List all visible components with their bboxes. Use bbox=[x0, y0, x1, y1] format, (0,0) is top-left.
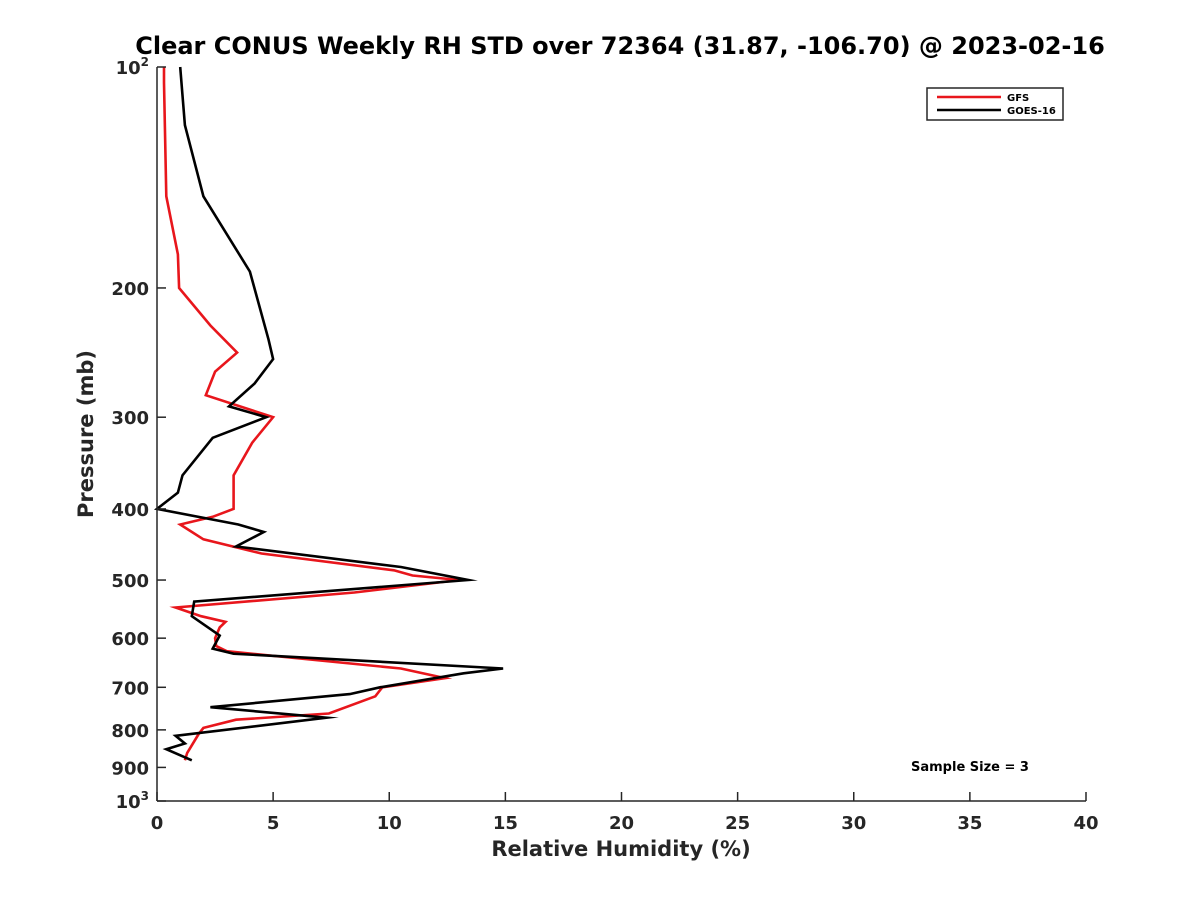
y-axis-ticks: 102 200 300 400 500 600 700 800 900 103 bbox=[111, 55, 166, 813]
x-tick-label: 40 bbox=[1073, 813, 1098, 834]
x-tick-label: 0 bbox=[151, 813, 164, 834]
y-tick-label: 102 bbox=[116, 55, 149, 79]
y-tick-label: 500 bbox=[111, 571, 149, 592]
y-tick-label: 600 bbox=[111, 629, 149, 650]
y-tick-label: 400 bbox=[111, 500, 149, 521]
x-tick-label: 5 bbox=[267, 813, 280, 834]
x-tick-label: 30 bbox=[841, 813, 866, 834]
legend: GFS GOES-16 bbox=[926, 87, 1064, 121]
y-tick-label: 800 bbox=[111, 721, 149, 742]
legend-label-gfs: GFS bbox=[1007, 93, 1029, 104]
sample-size-annotation: Sample Size = 3 bbox=[911, 760, 1029, 775]
y-tick-label: 103 bbox=[116, 789, 149, 813]
legend-label-goes-16: GOES-16 bbox=[1007, 106, 1056, 117]
y-tick-label: 700 bbox=[111, 678, 149, 699]
series-line-gfs bbox=[162, 67, 471, 761]
y-tick-label: 900 bbox=[111, 758, 149, 779]
x-tick-label: 15 bbox=[493, 813, 518, 834]
y-tick-label: 300 bbox=[111, 408, 149, 429]
series-layer bbox=[153, 66, 504, 762]
x-axis-ticks: 0 5 10 15 20 25 30 35 40 bbox=[151, 792, 1099, 834]
x-axis-label: Relative Humidity (%) bbox=[491, 837, 750, 861]
legend-box bbox=[926, 87, 1064, 121]
plot-background bbox=[157, 67, 1086, 801]
series-line-goes-16 bbox=[153, 66, 504, 762]
plot-area bbox=[153, 66, 1086, 802]
x-tick-label: 20 bbox=[609, 813, 634, 834]
x-tick-label: 10 bbox=[377, 813, 402, 834]
chart-title: Clear CONUS Weekly RH STD over 72364 (31… bbox=[135, 32, 1105, 60]
y-tick-label: 200 bbox=[111, 279, 149, 300]
y-axis-label: Pressure (mb) bbox=[74, 350, 98, 518]
x-tick-label: 25 bbox=[725, 813, 750, 834]
x-tick-label: 35 bbox=[957, 813, 982, 834]
